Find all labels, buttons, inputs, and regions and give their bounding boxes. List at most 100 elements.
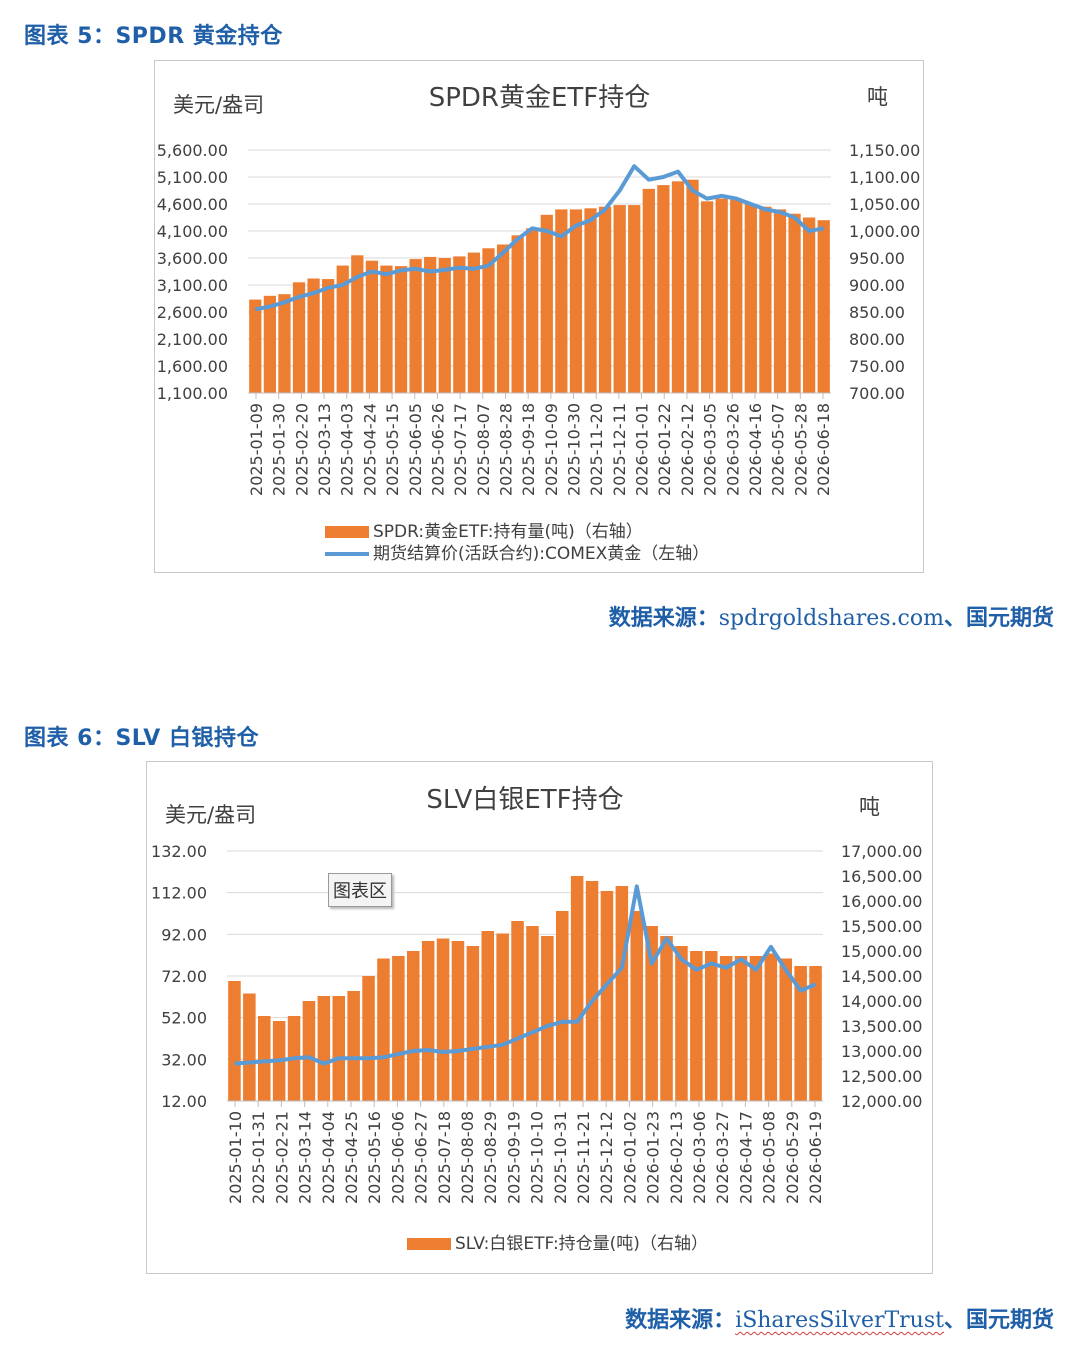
x-tick-label: 2025-08-08 xyxy=(458,1111,477,1204)
bar xyxy=(278,294,291,393)
x-tick-label: 2025-10-09 xyxy=(542,403,561,496)
x-tick-label: 2025-02-21 xyxy=(272,1111,291,1204)
bar xyxy=(645,926,658,1101)
legend-label: SPDR:黄金ETF:持有量(吨)（右轴） xyxy=(373,522,643,542)
right-tick-label: 750.00 xyxy=(849,357,905,376)
source-line: 数据来源：spdrgoldshares.com、国元期货 xyxy=(609,600,1054,632)
left-tick-label: 52.00 xyxy=(161,1009,207,1028)
x-tick-label: 2026-03-06 xyxy=(690,1111,709,1204)
bar xyxy=(704,951,718,1101)
bar xyxy=(347,991,360,1101)
left-axis-unit: 美元/盎司 xyxy=(165,803,256,827)
bar xyxy=(377,958,390,1101)
figure-caption: 图表 5：SPDR 黄金持仓 xyxy=(24,24,283,49)
right-tick-label: 15,500.00 xyxy=(841,917,922,936)
x-tick-label: 2026-05-29 xyxy=(783,1111,802,1204)
x-tick-label: 2025-04-03 xyxy=(338,403,357,496)
bar xyxy=(675,946,688,1101)
x-tick-label: 2025-10-30 xyxy=(565,403,584,496)
right-tick-label: 800.00 xyxy=(849,330,905,349)
x-tick-label: 2026-06-18 xyxy=(814,403,833,496)
bar xyxy=(496,244,510,393)
x-tick-label: 2026-03-26 xyxy=(723,403,742,496)
source-site: spdrgoldshares.com xyxy=(718,606,944,631)
right-tick-label: 15,000.00 xyxy=(841,942,922,961)
bar xyxy=(700,201,714,393)
bar xyxy=(249,299,262,393)
x-tick-label: 2025-01-10 xyxy=(226,1111,245,1204)
left-tick-label: 1,100.00 xyxy=(157,384,228,403)
right-tick-label: 900.00 xyxy=(849,276,905,295)
bar xyxy=(243,993,256,1101)
legend-swatch-bar xyxy=(407,1238,451,1250)
x-tick-label: 2025-08-07 xyxy=(474,403,493,496)
right-tick-label: 13,500.00 xyxy=(841,1017,922,1036)
source-label: 数据来源： xyxy=(608,605,719,631)
bar xyxy=(365,260,379,393)
x-tick-label: 2025-12-11 xyxy=(610,403,629,496)
left-tick-label: 132.00 xyxy=(151,842,207,861)
x-tick-label: 2026-06-19 xyxy=(806,1111,825,1204)
source-label: 数据来源： xyxy=(625,1307,736,1333)
gold-chart: SPDR黄金ETF持仓 美元/盎司 吨 5,600.00 5,100.00 4,600.0… xyxy=(157,83,921,564)
bar xyxy=(257,1016,271,1101)
x-tick-label: 2025-02-20 xyxy=(292,403,311,496)
x-tick-label: 2026-03-27 xyxy=(713,1111,732,1204)
bar xyxy=(660,936,673,1101)
bar xyxy=(657,185,670,393)
bar xyxy=(555,209,568,393)
source-tail: 、国元期货 xyxy=(943,605,1054,631)
right-tick-label: 14,500.00 xyxy=(841,967,922,986)
bar xyxy=(803,217,816,393)
x-tick-label: 2026-05-28 xyxy=(791,403,810,496)
x-tick-label: 2025-04-24 xyxy=(360,403,379,496)
chart-panel-gold: SPDR黄金ETF持仓 美元/盎司 吨 5,600.00 5,100.00 4,600.0… xyxy=(154,60,924,573)
left-tick-label: 1,600.00 xyxy=(157,357,228,376)
bar xyxy=(584,208,597,393)
bar xyxy=(817,220,830,393)
x-tick-label: 2026-02-12 xyxy=(678,403,697,496)
bar xyxy=(409,259,422,393)
right-tick-label: 12,500.00 xyxy=(841,1067,922,1086)
series-line xyxy=(234,884,817,1066)
right-tick-label: 950.00 xyxy=(849,249,905,268)
bar xyxy=(394,266,408,393)
x-tick-label: 2025-06-06 xyxy=(388,1111,407,1204)
bar xyxy=(481,931,495,1101)
chart-title: SPDR黄金ETF持仓 xyxy=(429,83,651,113)
x-tick-label: 2026-01-02 xyxy=(620,1111,639,1204)
x-tick-label: 2025-08-29 xyxy=(481,1111,500,1204)
x-tick-label: 2025-01-09 xyxy=(247,403,266,496)
x-tick-label: 2025-12-12 xyxy=(597,1111,616,1204)
bar xyxy=(759,206,772,393)
bar xyxy=(615,886,629,1101)
legend-label: SLV:白银ETF:持仓量(吨)（右轴） xyxy=(455,1234,708,1254)
bar xyxy=(730,199,743,393)
x-tick-label: 2026-01-22 xyxy=(655,403,674,496)
x-tick-label: 2025-06-27 xyxy=(412,1111,431,1204)
series-line xyxy=(254,164,825,312)
x-tick-label: 2026-04-16 xyxy=(746,403,765,496)
bar xyxy=(569,209,583,393)
x-tick-label: 2025-06-05 xyxy=(406,403,425,496)
right-tick-label: 1,050.00 xyxy=(849,195,920,214)
x-tick-label: 2025-03-14 xyxy=(296,1111,315,1204)
right-tick-label: 17,000.00 xyxy=(841,842,922,861)
bar xyxy=(773,209,787,393)
x-tick-label: 2025-05-15 xyxy=(383,403,402,496)
x-tick-label: 2025-07-18 xyxy=(435,1111,454,1204)
bar xyxy=(307,278,320,393)
x-tick-label: 2026-01-23 xyxy=(644,1111,663,1204)
left-tick-label: 92.00 xyxy=(161,925,207,944)
bar xyxy=(467,252,481,393)
bar xyxy=(809,966,822,1101)
legend-label: 期货结算价(活跃合约):COMEX黄金（左轴） xyxy=(373,544,709,564)
bar xyxy=(322,279,335,393)
bar xyxy=(228,981,241,1101)
left-tick-label: 72.00 xyxy=(161,967,207,986)
bar xyxy=(302,1001,316,1101)
source-site: iSharesSilverTrust xyxy=(735,1308,944,1333)
bar xyxy=(600,891,614,1101)
bar xyxy=(690,951,703,1101)
x-tick-label: 2025-09-19 xyxy=(504,1111,523,1204)
